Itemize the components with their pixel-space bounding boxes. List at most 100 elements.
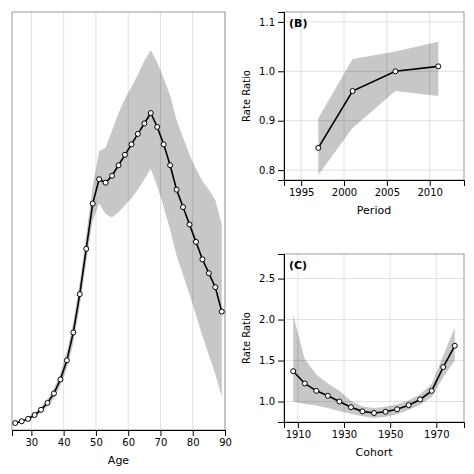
marker xyxy=(325,393,330,398)
panel: 30405060708090Age xyxy=(12,12,232,467)
marker xyxy=(32,413,37,418)
tick-mark xyxy=(390,422,391,428)
marker xyxy=(174,187,179,192)
marker xyxy=(436,64,441,69)
tick-label: 1950 xyxy=(378,429,403,440)
marker xyxy=(314,388,319,393)
tick-mark xyxy=(344,180,345,186)
marker xyxy=(350,89,355,94)
marker xyxy=(135,131,140,136)
marker xyxy=(372,410,377,415)
marker xyxy=(148,111,153,116)
x-axis: 1910 1930 1950 1970 xyxy=(285,422,465,440)
tick: 2000 xyxy=(332,180,357,198)
tick-label: 70 xyxy=(155,437,168,448)
marker xyxy=(200,257,205,262)
marker xyxy=(393,69,398,74)
marker xyxy=(51,391,56,396)
line xyxy=(318,66,438,148)
marker xyxy=(168,163,173,168)
grid-line xyxy=(95,12,96,430)
marker xyxy=(84,246,89,251)
panel: 19101930195019701.01.52.02.5CohortRate R… xyxy=(241,254,465,459)
marker xyxy=(187,222,192,227)
tick-mark xyxy=(278,320,284,321)
tick-label: 0.8 xyxy=(259,165,275,176)
tick-label: 1.5 xyxy=(259,355,275,366)
tick-label: 60 xyxy=(122,437,135,448)
tick-label: 2.0 xyxy=(259,314,275,325)
y-axis-title: Rate Ratio xyxy=(241,312,252,364)
tick-mark xyxy=(387,180,388,186)
marker xyxy=(193,239,198,244)
tick: 2.5 xyxy=(259,273,284,284)
x-axis: 30405060708090 xyxy=(13,430,232,448)
grid-line xyxy=(390,254,391,422)
y-axis-title: Rate Ratio xyxy=(241,70,252,122)
tick-label: 2000 xyxy=(332,187,357,198)
axis-line xyxy=(278,13,285,181)
tick-label: 50 xyxy=(90,437,103,448)
grid-line xyxy=(429,12,430,180)
tick: 1.1 xyxy=(259,17,284,28)
tick-mark xyxy=(64,430,65,436)
tick-label: 1970 xyxy=(424,429,449,440)
marker xyxy=(71,330,76,335)
marker xyxy=(337,399,342,404)
x-axis-title: Period xyxy=(357,204,391,217)
marker xyxy=(13,421,18,426)
tick: 60 xyxy=(122,430,135,448)
marker xyxy=(348,405,353,410)
x-axis: 1995 2000 2005 2010 xyxy=(285,180,465,198)
axis-line xyxy=(278,255,285,423)
grid xyxy=(284,254,464,422)
tick: 80 xyxy=(187,430,200,448)
tick-mark xyxy=(430,180,431,186)
tick-label: 1995 xyxy=(289,187,314,198)
marker xyxy=(219,309,224,314)
tick-label: 1.0 xyxy=(259,396,275,407)
marker xyxy=(90,201,95,206)
tick: 1930 xyxy=(332,422,357,440)
tick-label: 2010 xyxy=(417,187,442,198)
tick: 40 xyxy=(58,430,71,448)
tick-mark xyxy=(160,430,161,436)
tick-mark xyxy=(278,361,284,362)
tick: 2.0 xyxy=(259,314,284,325)
tick-mark xyxy=(96,430,97,436)
axis-line xyxy=(285,181,465,187)
marker xyxy=(58,377,63,382)
tick-label: 0.9 xyxy=(259,115,275,126)
marker xyxy=(441,365,446,370)
plot-frame xyxy=(284,12,464,180)
tick-mark xyxy=(436,422,437,428)
marker xyxy=(122,152,127,157)
plot-area xyxy=(291,315,458,417)
marker xyxy=(291,369,296,374)
grid-line xyxy=(284,120,464,121)
panel-label: (C) xyxy=(289,259,307,272)
marker xyxy=(302,381,307,386)
marker xyxy=(142,121,147,126)
tick-label: 2.5 xyxy=(259,273,275,284)
panel-label: (B) xyxy=(289,17,307,30)
tick: 1950 xyxy=(378,422,403,440)
tick: 1970 xyxy=(424,422,449,440)
marker xyxy=(395,407,400,412)
grid-line xyxy=(301,12,302,180)
plot-area xyxy=(13,50,225,425)
tick: 90 xyxy=(219,430,232,448)
y-axis: 0.80.91.01.1 xyxy=(259,13,284,181)
tick-label: 1910 xyxy=(286,429,311,440)
marker xyxy=(77,292,82,297)
grid-line xyxy=(284,21,464,22)
tick: 1910 xyxy=(286,422,311,440)
tick-mark xyxy=(344,422,345,428)
marker xyxy=(116,163,121,168)
tick: 1995 xyxy=(289,180,314,198)
tick-label: 2005 xyxy=(375,187,400,198)
tick-mark xyxy=(31,430,32,436)
marker xyxy=(161,142,166,147)
marker xyxy=(129,142,134,147)
tick: 2010 xyxy=(417,180,442,198)
